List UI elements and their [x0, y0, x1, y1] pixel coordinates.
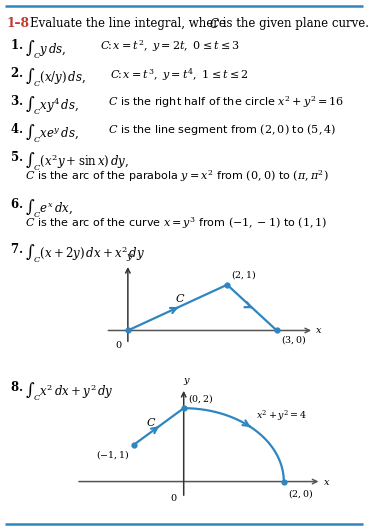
- Text: Evaluate the line integral, where: Evaluate the line integral, where: [30, 17, 230, 30]
- Text: $C$ is the arc of the parabola $y = x^2$ from $(0, 0)$ to $(\pi, \pi^2)$: $C$ is the arc of the parabola $y = x^2$…: [25, 168, 329, 184]
- Text: $y$: $y$: [183, 376, 191, 387]
- Text: $\mathbf{6.}$: $\mathbf{6.}$: [10, 197, 23, 211]
- Text: $\int_C (x/y)\, ds,$: $\int_C (x/y)\, ds,$: [25, 66, 86, 89]
- Text: is the given plane curve.: is the given plane curve.: [219, 17, 368, 30]
- Text: $\int_C y\, ds,$: $\int_C y\, ds,$: [25, 38, 66, 61]
- Text: $\mathbf{3.}$: $\mathbf{3.}$: [10, 94, 23, 108]
- Text: $\mathbf{5.}$: $\mathbf{5.}$: [10, 150, 23, 164]
- Text: $(2, 1)$: $(2, 1)$: [231, 268, 257, 281]
- Text: $C$ is the arc of the curve $x = y^3$ from $(-1, -1)$ to $(1, 1)$: $C$ is the arc of the curve $x = y^3$ fr…: [25, 215, 328, 231]
- Text: $\int_C xe^y\, ds,$: $\int_C xe^y\, ds,$: [25, 122, 79, 145]
- Text: $\mathbf{1.}$: $\mathbf{1.}$: [10, 38, 23, 52]
- Text: $y$: $y$: [126, 252, 134, 263]
- Text: $\mathbf{2.}$: $\mathbf{2.}$: [10, 66, 23, 80]
- Text: $\mathbf{4.}$: $\mathbf{4.}$: [10, 122, 23, 136]
- Text: $(0, 2)$: $(0, 2)$: [188, 393, 213, 405]
- Text: $\int_C (x + 2y)\, dx + x^2\, dy$: $\int_C (x + 2y)\, dx + x^2\, dy$: [25, 242, 145, 265]
- Text: $C\!\!: x = t^2,\ y = 2t,\ 0 \leq t \leq 3$: $C\!\!: x = t^2,\ y = 2t,\ 0 \leq t \leq…: [100, 38, 240, 54]
- Text: $C$: $C$: [209, 17, 220, 31]
- Text: $C\!\!: x = t^3,\ y = t^4,\ 1 \leq t \leq 2$: $C\!\!: x = t^3,\ y = t^4,\ 1 \leq t \le…: [110, 66, 248, 83]
- Text: $(3, 0)$: $(3, 0)$: [281, 333, 306, 346]
- Text: $0$: $0$: [170, 492, 178, 503]
- Text: $\int_C (x^2y + \sin x)\, dy,$: $\int_C (x^2y + \sin x)\, dy,$: [25, 150, 129, 173]
- Text: $C$: $C$: [175, 291, 185, 304]
- Text: $C$: $C$: [146, 416, 156, 428]
- Text: $\mathbf{8.}$: $\mathbf{8.}$: [10, 380, 23, 394]
- Text: 1–8: 1–8: [6, 17, 29, 30]
- Text: $\mathbf{7.}$: $\mathbf{7.}$: [10, 242, 23, 256]
- Text: $(2, 0)$: $(2, 0)$: [288, 487, 314, 500]
- Text: $(-1, 1)$: $(-1, 1)$: [96, 449, 130, 461]
- Text: $0$: $0$: [115, 339, 123, 350]
- Text: $C$ is the right half of the circle $x^2 + y^2 = 16$: $C$ is the right half of the circle $x^2…: [108, 94, 344, 110]
- Text: $x^2 + y^2 = 4$: $x^2 + y^2 = 4$: [256, 408, 308, 423]
- Text: $\int_C e^x\, dx,$: $\int_C e^x\, dx,$: [25, 197, 73, 220]
- Text: $x$: $x$: [315, 325, 323, 335]
- Text: $C$ is the line segment from $(2, 0)$ to $(5, 4)$: $C$ is the line segment from $(2, 0)$ to…: [108, 122, 336, 137]
- Text: $x$: $x$: [323, 477, 330, 487]
- Text: $\int_C x^2\, dx + y^2\, dy$: $\int_C x^2\, dx + y^2\, dy$: [25, 380, 114, 403]
- Text: $\int_C xy^4\, ds,$: $\int_C xy^4\, ds,$: [25, 94, 79, 117]
